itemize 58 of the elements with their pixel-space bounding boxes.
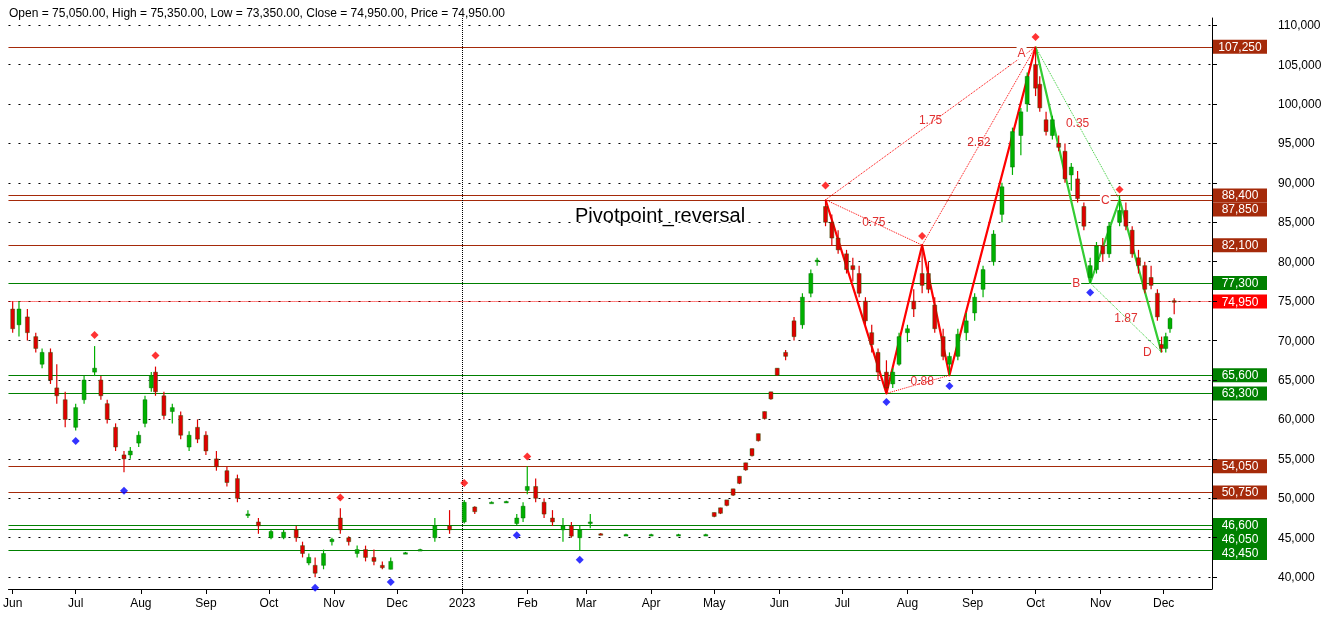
x-tick-label: Apr: [641, 596, 661, 610]
y-tick-label: 100,000: [1278, 96, 1322, 111]
ref-line-label: 46,600: [1221, 518, 1259, 533]
y-tick-label: 105,000: [1278, 57, 1322, 72]
ref-line-label: 77,300: [1221, 275, 1259, 290]
ref-line-label: 74,950: [1221, 294, 1259, 309]
y-tick-label: 75,000: [1278, 294, 1316, 309]
x-tick-label: Jul: [834, 596, 850, 610]
x-tick-label: May: [702, 596, 726, 610]
y-tick-label: 65,000: [1278, 373, 1316, 387]
y-tick-label: 55,000: [1278, 451, 1316, 466]
y-tick-label: 95,000: [1278, 136, 1316, 151]
y-tick-label: 45,000: [1278, 530, 1316, 545]
x-tick-label: Oct: [259, 596, 279, 610]
y-tick-label: 70,000: [1278, 333, 1316, 348]
ref-line-label: 88,400: [1221, 188, 1259, 203]
y-tick-label: 80,000: [1278, 254, 1316, 269]
y-tick-label: 50,000: [1278, 491, 1316, 506]
annotation: 1.75: [918, 112, 943, 127]
annotation: 2.52: [967, 134, 991, 149]
y-tick-label: 90,000: [1278, 175, 1316, 190]
ref-line-label: 65,600: [1221, 368, 1259, 383]
annotation: 0.88: [910, 373, 935, 388]
x-tick-label: 2023: [448, 596, 476, 610]
x-tick-label: Jun: [769, 596, 789, 610]
ref-line-label: 63,300: [1221, 386, 1259, 401]
annotation: D: [1142, 345, 1152, 360]
text: Pivotpoint_reversal: [575, 204, 746, 227]
x-tick-label: Feb: [516, 596, 538, 610]
annotation: A: [1017, 45, 1026, 60]
ref-line-label: 46,050: [1221, 532, 1259, 547]
annotation: C: [1100, 192, 1110, 207]
y-tick-label: 85,000: [1278, 215, 1316, 230]
chart-title: Open = 75,050.00, High = 75,350.00, Low = 73,350.00, Close = 74,950.00, Price = 74,950.00: [9, 6, 506, 20]
x-tick-label: Dec: [386, 596, 408, 610]
ref-line-label: 43,450: [1221, 546, 1259, 561]
y-tick-label: 40,000: [1278, 570, 1316, 585]
y-tick-label: 110,000: [1278, 18, 1321, 33]
annotation: 0.35: [1065, 116, 1090, 131]
ref-line-label: 87,850: [1221, 202, 1259, 217]
x-tick-label: Aug: [896, 596, 919, 610]
x-tick-label: Sep: [961, 596, 984, 610]
ref-line-label: 107,250: [1218, 39, 1263, 54]
x-tick-label: Dec: [1153, 596, 1175, 610]
y-tick-label: 60,000: [1278, 412, 1316, 427]
ref-line-label: 54,050: [1221, 459, 1259, 474]
annotation: B: [1072, 275, 1081, 290]
x-tick-label: Mar: [575, 596, 597, 610]
ref-line-label: 50,750: [1221, 485, 1259, 500]
x-tick-label: Nov: [1090, 596, 1112, 610]
annotation: 1.87: [1114, 310, 1138, 325]
x-tick-label: Nov: [323, 596, 345, 610]
x-tick-label: Aug: [130, 596, 152, 610]
x-tick-label: Jun: [2, 596, 23, 610]
x-tick-label: Oct: [1026, 596, 1046, 610]
x-tick-label: Sep: [195, 596, 217, 610]
x-tick-label: Jul: [68, 596, 84, 610]
ref-line-label: 82,100: [1221, 238, 1259, 253]
